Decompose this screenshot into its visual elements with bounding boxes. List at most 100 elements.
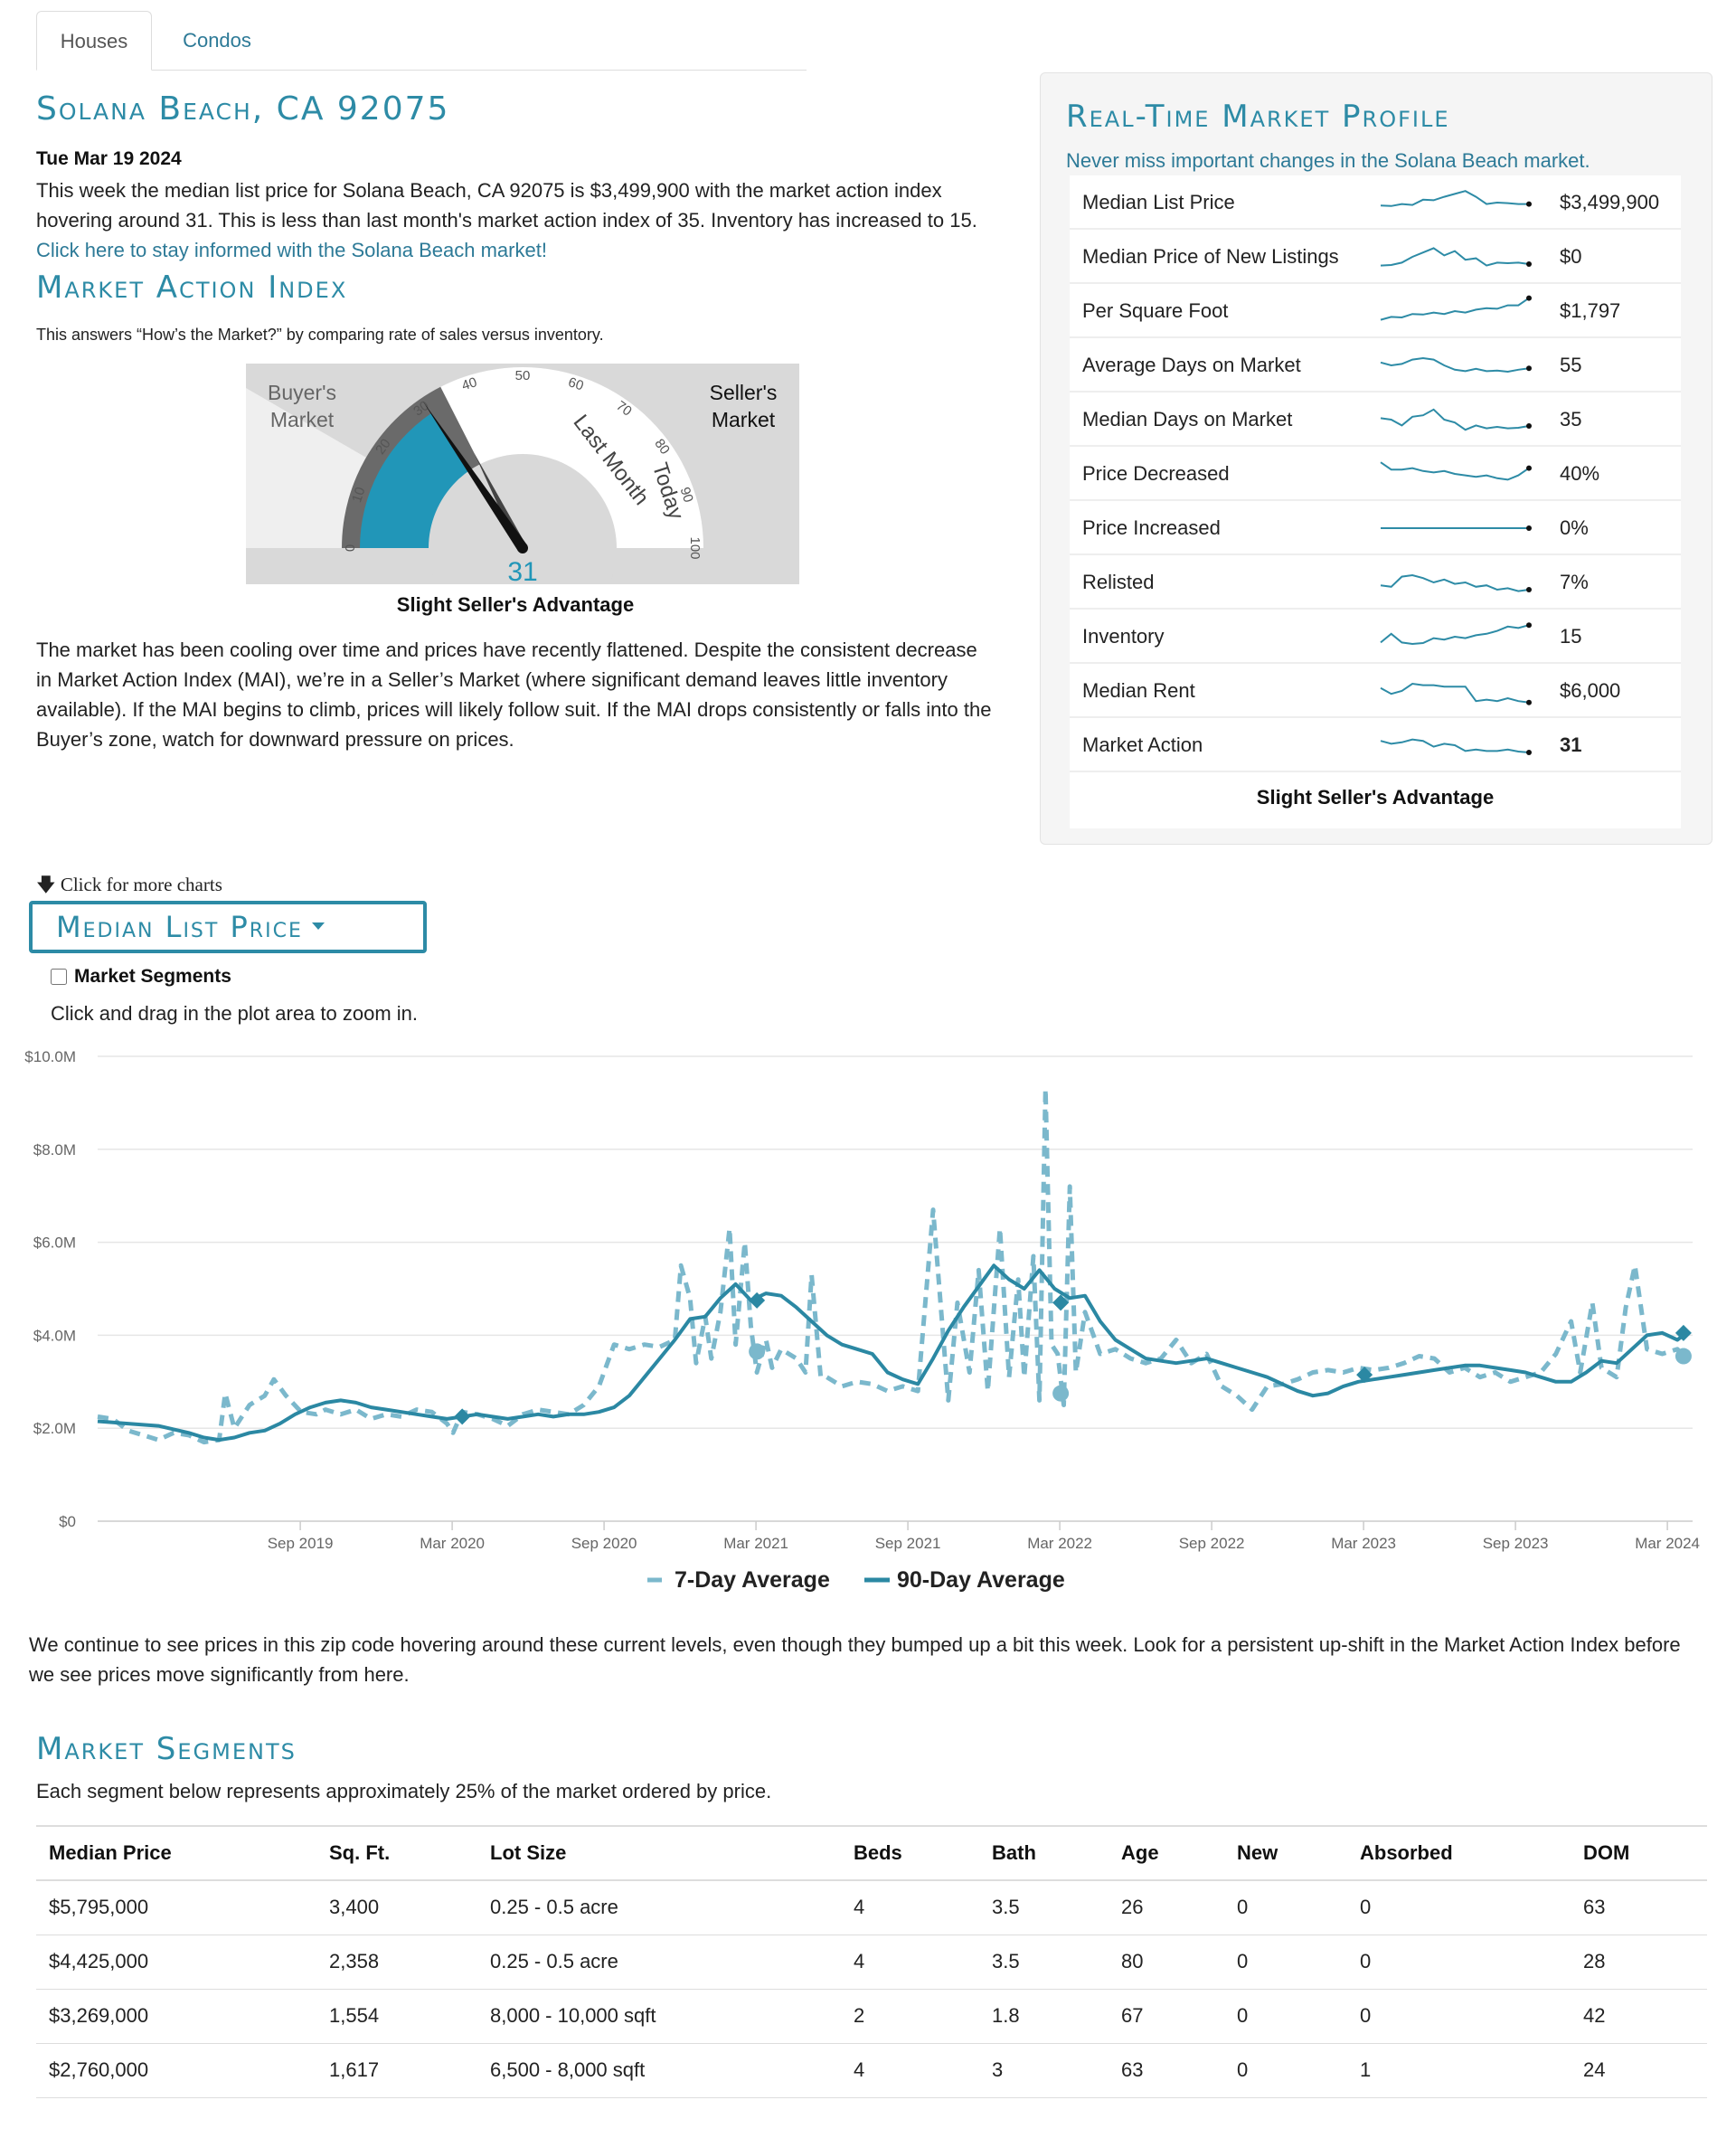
y-tick-label: $8.0M [33, 1141, 76, 1159]
gauge-tick-label: 40 [460, 374, 479, 393]
profile-row: Median Rent $6,000 [1070, 664, 1681, 718]
cell-age: 26 [1109, 1880, 1224, 1935]
tab-houses[interactable]: Houses [36, 11, 152, 71]
series-90-marker [749, 1291, 766, 1309]
zoom-hint: Click and drag in the plot area to zoom … [51, 1002, 419, 1025]
profile-row-value: 15 [1560, 625, 1582, 648]
sparkline-end-dot [1526, 295, 1532, 301]
series-90-day-average [97, 1263, 1685, 1443]
profile-row-value: 40% [1560, 462, 1600, 485]
cell-age: 80 [1109, 1935, 1224, 1990]
sparkline-path [1380, 190, 1529, 207]
sparkline [1380, 461, 1532, 481]
market-segments-checkbox[interactable] [51, 969, 67, 985]
x-tick-label: Mar 2021 [723, 1535, 788, 1552]
profile-row-value: $6,000 [1560, 679, 1621, 702]
legend-7-day-label[interactable]: 7-Day Average [675, 1567, 830, 1593]
profile-row: Median List Price $3,499,900 [1070, 175, 1681, 230]
gauge-tick-label: 10 [349, 486, 368, 505]
market-profile-table: Median List Price $3,499,900 Median Price … [1070, 175, 1681, 828]
cell-median-price: $5,795,000 [36, 1880, 316, 1935]
sellers-market-label-line2: Market [712, 408, 776, 431]
cell-beds: 4 [841, 2043, 979, 2098]
cell-new: 0 [1224, 1880, 1347, 1935]
cell-beds: 4 [841, 1880, 979, 1935]
profile-row: Market Action 31 [1070, 718, 1681, 772]
x-tick-label: Mar 2022 [1027, 1535, 1092, 1552]
y-tick-label: $2.0M [33, 1420, 76, 1437]
gauge-value: 31 [507, 557, 537, 584]
buyers-market-label-line2: Market [270, 408, 335, 431]
sparkline [1380, 573, 1532, 592]
profile-row-value: 31 [1560, 733, 1582, 756]
cell-dom: 63 [1571, 1880, 1707, 1935]
col-median-price: Median Price [36, 1825, 316, 1881]
caret-down-icon [311, 922, 325, 930]
col-beds: Beds [841, 1825, 979, 1881]
cell-new: 0 [1224, 1989, 1347, 2044]
profile-row: Relisted 7% [1070, 555, 1681, 610]
cell-sq-ft: 3,400 [316, 1880, 477, 1935]
col-sq-ft: Sq. Ft. [316, 1825, 477, 1881]
cell-beds: 2 [841, 1989, 979, 2044]
sparkline-end-dot [1526, 622, 1532, 629]
series-90-marker [454, 1408, 471, 1425]
col-bath: Bath [979, 1825, 1109, 1881]
sparkline-end-dot [1526, 465, 1532, 471]
sparkline-path [1380, 247, 1530, 267]
profile-row-value: $1,797 [1560, 299, 1621, 322]
gauge-hub [429, 454, 617, 584]
chart-metric-dropdown[interactable]: Median List Price [29, 901, 427, 953]
buyers-market-label-line1: Buyer's [268, 381, 336, 404]
mai-heading: Market Action Index [36, 270, 348, 306]
sparkline [1381, 525, 1532, 531]
intro-text: This week the median list price for Sola… [36, 179, 977, 232]
market-profile-subtitle-link[interactable]: Never miss important changes in the Sola… [1066, 149, 1590, 172]
median-list-price-chart[interactable]: $0 $2.0M $4.0M $6.0M $8.0M $10.0M Sep 2019 Mar… [0, 1040, 1736, 1610]
cell-absorbed: 1 [1347, 2043, 1571, 2098]
market-segments-label: Market Segments [74, 966, 231, 987]
sparkline [1380, 356, 1532, 374]
series-90-marker [1675, 1324, 1692, 1341]
chart-y-axis: $0 $2.0M $4.0M $6.0M $8.0M $10.0M [24, 1048, 76, 1530]
col-dom: DOM [1571, 1825, 1707, 1881]
y-tick-label: $6.0M [33, 1235, 76, 1252]
x-tick-label: Sep 2023 [1483, 1535, 1549, 1552]
tab-condos[interactable]: Condos [183, 29, 251, 52]
x-tick-label: Sep 2022 [1179, 1535, 1245, 1552]
sparkline [1380, 682, 1532, 705]
profile-row: Median Price of New Listings $0 [1070, 230, 1681, 284]
cell-bath: 3 [979, 2043, 1109, 2098]
chart-markers [454, 1291, 1692, 1425]
profile-row-label: Market Action [1082, 733, 1203, 756]
more-charts-hint[interactable]: 🡇 Click for more charts [36, 872, 222, 903]
sparkline-path [1380, 738, 1530, 753]
profile-row: Per Square Foot $1,797 [1070, 284, 1681, 338]
profile-row-label: Relisted [1082, 571, 1155, 593]
legend-90-day-label[interactable]: 90-Day Average [897, 1567, 1065, 1593]
page-title: Solana Beach, CA 92075 [36, 90, 450, 128]
chart-legend: 7-Day Average 90-Day Average [647, 1567, 1065, 1593]
profile-row-value: 7% [1560, 571, 1589, 593]
chart-metric-label: Median List Price [56, 910, 303, 944]
y-tick-label: $10.0M [24, 1048, 76, 1065]
cell-new: 0 [1224, 1935, 1347, 1990]
gauge-tick-labels: 0 10 20 30 40 50 60 70 80 90 100 [343, 368, 703, 560]
mai-description: The market has been cooling over time an… [36, 639, 992, 751]
market-segments-toggle[interactable]: Market Segments [51, 966, 231, 988]
stay-informed-link[interactable]: Click here to stay informed with the Sol… [36, 239, 547, 261]
col-absorbed: Absorbed [1347, 1825, 1571, 1881]
cell-absorbed: 0 [1347, 1935, 1571, 1990]
sparkline [1380, 408, 1532, 431]
cell-bath: 3.5 [979, 1880, 1109, 1935]
sparkline-end-dot [1526, 261, 1532, 267]
cell-median-price: $4,425,000 [36, 1935, 316, 1990]
sparkline-end-dot [1526, 423, 1532, 430]
profile-row-label: Average Days on Market [1082, 354, 1301, 376]
cell-new: 0 [1224, 2043, 1347, 2098]
cell-sq-ft: 1,554 [316, 1989, 477, 2044]
sparkline-end-dot [1526, 750, 1532, 755]
cell-dom: 28 [1571, 1935, 1707, 1990]
cell-age: 67 [1109, 1989, 1224, 2044]
profile-row-label: Inventory [1082, 625, 1165, 648]
